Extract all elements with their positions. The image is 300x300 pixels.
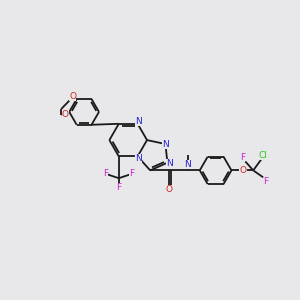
Text: N: N xyxy=(135,117,142,126)
Text: F: F xyxy=(116,183,122,192)
Text: N: N xyxy=(135,154,142,163)
Text: Cl: Cl xyxy=(259,151,268,160)
Text: F: F xyxy=(103,169,109,178)
Text: O: O xyxy=(62,110,69,119)
Text: N: N xyxy=(162,140,169,149)
Text: O: O xyxy=(166,185,172,194)
Text: N: N xyxy=(166,159,173,168)
Text: O: O xyxy=(69,92,76,100)
Text: O: O xyxy=(240,166,247,175)
Text: F: F xyxy=(129,169,134,178)
Text: F: F xyxy=(264,177,269,186)
Text: F: F xyxy=(240,153,245,162)
Text: N: N xyxy=(184,160,191,169)
